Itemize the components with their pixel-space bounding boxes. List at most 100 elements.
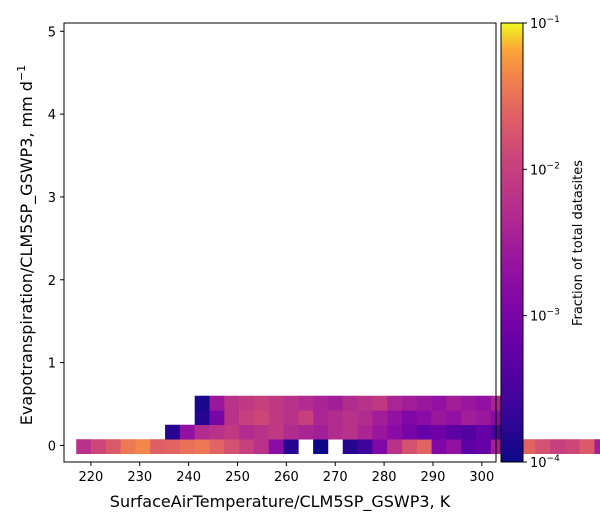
heatmap-cell	[209, 424, 225, 440]
heatmap-cell	[446, 439, 462, 455]
heatmap-cell	[253, 395, 270, 411]
x-tick-label: 220	[78, 470, 103, 485]
colorbar-label-group: Fraction of total datasites	[571, 160, 586, 326]
heatmap-cell	[416, 424, 432, 440]
heatmap-cell	[239, 439, 255, 455]
x-tick-label: 290	[421, 470, 446, 485]
x-tick-label: 250	[225, 470, 250, 485]
heatmap-cell	[239, 410, 255, 426]
heatmap-cell	[446, 395, 462, 411]
heatmap-cell	[179, 439, 195, 455]
plot-frame	[63, 22, 497, 463]
heatmap-cell	[461, 395, 477, 411]
heatmap-cell	[357, 439, 373, 455]
y-tick-label: 0	[48, 439, 56, 454]
heatmap-cell	[105, 439, 121, 455]
y-tick-label: 5	[48, 25, 56, 40]
heatmap-cell	[253, 410, 270, 426]
heatmap-cell	[327, 395, 344, 411]
heatmap-cell	[387, 424, 403, 440]
heatmap-cell	[372, 395, 388, 411]
heatmap-cell	[209, 410, 225, 426]
y-tick-label: 2	[48, 274, 56, 289]
heatmap-cell	[224, 424, 240, 440]
y-axis-label: Evapotranspiration/CLM5SP_GSWP3, mm d−1	[15, 65, 37, 425]
y-tick-label: 1	[48, 357, 56, 372]
heatmap-cell	[416, 395, 432, 411]
heatmap-cell	[298, 395, 314, 411]
heatmap-cell	[209, 395, 225, 411]
y-tick-label: 3	[48, 191, 56, 206]
colorbar-frame	[500, 22, 524, 463]
x-tick-label: 280	[372, 470, 397, 485]
x-axis-label: SurfaceAirTemperature/CLM5SP_GSWP3, K	[110, 492, 451, 512]
heatmap-cell	[357, 424, 373, 440]
x-tick-label: 260	[274, 470, 299, 485]
heatmap-cell	[283, 410, 299, 426]
heatmap-cell	[401, 410, 418, 426]
x-tick-label: 240	[176, 470, 201, 485]
heatmap-cell	[416, 410, 432, 426]
heatmap-cell	[476, 410, 492, 426]
heatmap-cell	[239, 424, 255, 440]
heatmap-cell	[253, 424, 270, 440]
heatmap-cell	[209, 439, 225, 455]
heatmap-cell	[76, 439, 92, 455]
heatmap-cell	[327, 410, 344, 426]
heatmap-cell	[594, 439, 600, 455]
heatmap-cell	[327, 424, 344, 440]
heatmap-cell	[550, 439, 566, 455]
heatmap-cell	[298, 424, 314, 440]
heatmap-cell	[372, 424, 388, 440]
heatmap-cell	[342, 424, 358, 440]
heatmap-cell	[165, 424, 181, 440]
heatmap-cell	[387, 395, 403, 411]
heatmap-cell	[387, 410, 403, 426]
heatmap-cells	[76, 395, 600, 455]
heatmap-cell	[224, 410, 240, 426]
y-axis-label-text: Evapotranspiration/CLM5SP_GSWP3, mm d	[17, 81, 37, 425]
heatmap-cell	[579, 439, 595, 455]
heatmap-cell	[372, 410, 388, 426]
heatmap-cell	[224, 395, 240, 411]
heatmap-cell	[431, 395, 447, 411]
heatmap-cell	[313, 410, 329, 426]
colorbar-tick-label: 10−2	[530, 161, 560, 178]
heatmap-cell	[401, 424, 418, 440]
heatmap-cell	[194, 410, 210, 426]
x-tick-label: 270	[323, 470, 348, 485]
heatmap-cell	[535, 439, 551, 455]
colorbar	[501, 23, 523, 462]
y-tick-label: 4	[48, 108, 56, 123]
heatmap-cell	[461, 439, 477, 455]
heatmap-cell	[283, 395, 299, 411]
heatmap-cell	[194, 395, 210, 411]
heatmap-cell	[268, 424, 284, 440]
x-axis-ticks: 220 230 240 250 260 270 280 290 300	[78, 462, 494, 485]
heatmap-cell	[401, 439, 418, 455]
heatmap-cell	[357, 395, 373, 411]
heatmap-cell	[476, 395, 492, 411]
heatmap-cell	[476, 424, 492, 440]
heatmap-cell	[461, 424, 477, 440]
heatmap-cell	[401, 395, 418, 411]
colorbar-ticks: 10−1 10−2 10−3 10−4	[523, 15, 560, 471]
heatmap-cell	[342, 439, 358, 455]
heatmap-cell	[476, 439, 492, 455]
heatmap-cell	[461, 410, 477, 426]
heatmap-cell	[165, 439, 181, 455]
y-axis-ticks: 0 1 2 3 4 5	[48, 25, 64, 454]
heatmap-cell	[179, 424, 195, 440]
heatmap-cell	[342, 410, 358, 426]
colorbar-tick-label: 10−1	[530, 15, 560, 32]
heatmap-cell	[283, 439, 299, 455]
x-tick-label: 300	[469, 470, 494, 485]
y-axis-label-group: Evapotranspiration/CLM5SP_GSWP3, mm d−1	[15, 65, 37, 425]
colorbar-tick-label: 10−4	[530, 454, 560, 471]
heatmap-cell	[120, 439, 136, 455]
colorbar-tick-label: 10−3	[530, 308, 560, 325]
heatmap-cell	[520, 439, 536, 455]
heatmap-cell	[446, 424, 462, 440]
heatmap-cell	[446, 410, 462, 426]
heatmap-cell	[135, 439, 151, 455]
